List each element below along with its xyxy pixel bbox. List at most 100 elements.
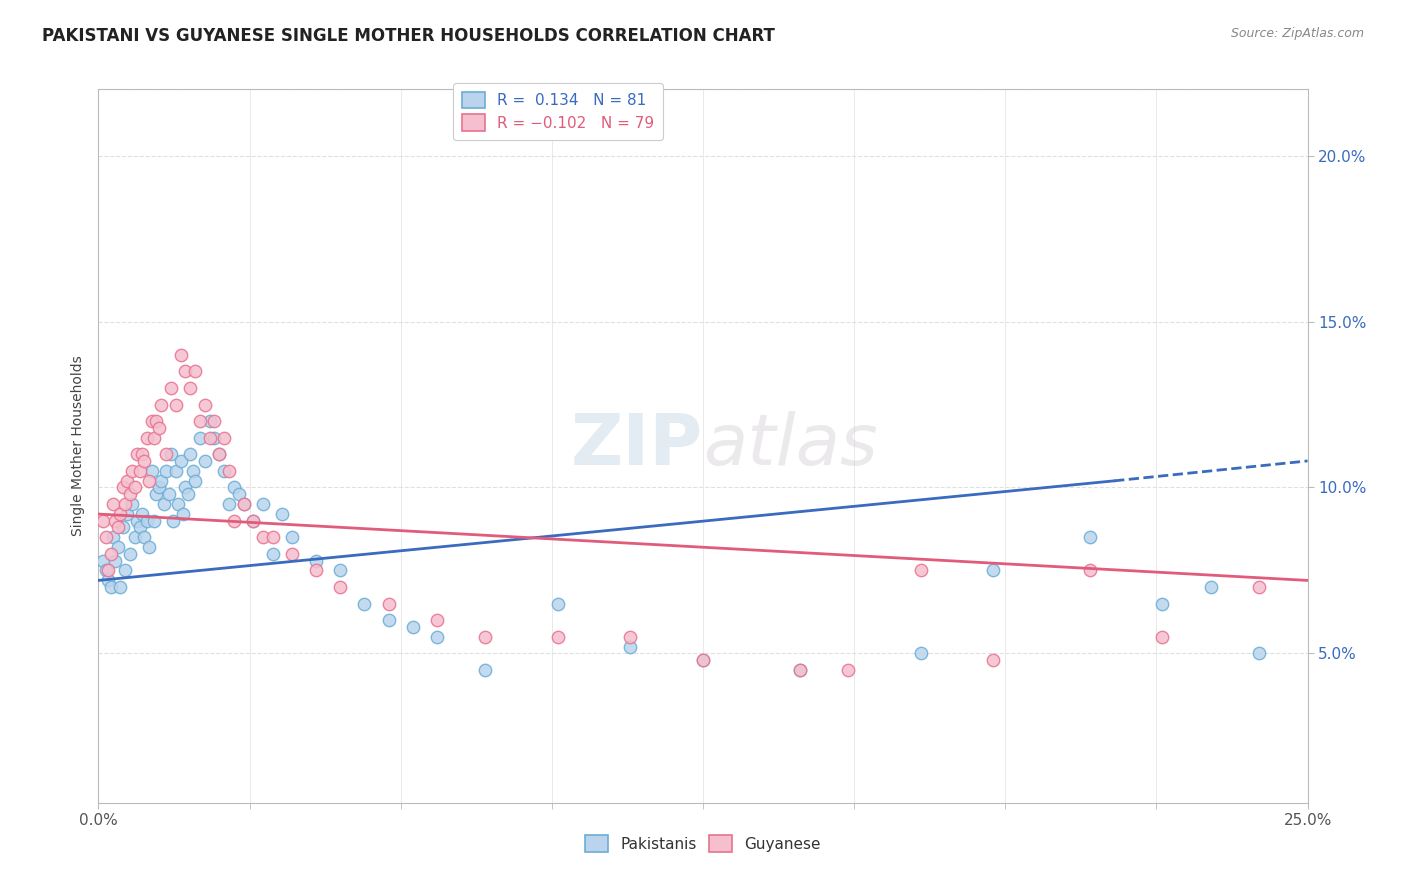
Point [1078, 564, 1101, 578]
Point [212, 431, 235, 445]
Point [547, 597, 569, 611]
Point [188, 414, 211, 428]
Point [162, 514, 184, 528]
Point [141, 414, 163, 428]
Point [91, 514, 114, 528]
Point [138, 474, 160, 488]
Point [402, 620, 425, 634]
Point [150, 397, 173, 411]
Point [107, 540, 129, 554]
Point [353, 597, 375, 611]
Point [94, 530, 117, 544]
Point [135, 514, 157, 528]
Legend: Pakistanis, Guyanese: Pakistanis, Guyanese [578, 828, 828, 859]
Point [426, 613, 449, 627]
Point [208, 447, 231, 461]
Point [204, 414, 226, 428]
Point [172, 507, 194, 521]
Text: PAKISTANI VS GUYANESE SINGLE MOTHER HOUSEHOLDS CORRELATION CHART: PAKISTANI VS GUYANESE SINGLE MOTHER HOUS… [42, 27, 775, 45]
Point [97, 574, 120, 588]
Point [910, 647, 932, 661]
Point [377, 597, 399, 611]
Text: atlas: atlas [703, 411, 877, 481]
Point [148, 481, 170, 495]
Point [262, 530, 284, 544]
Point [981, 564, 1004, 578]
Point [165, 397, 187, 411]
Point [128, 464, 150, 478]
Point [547, 630, 569, 644]
Point [910, 564, 932, 578]
Point [107, 520, 129, 534]
Point [111, 481, 134, 495]
Point [143, 431, 166, 445]
Point [184, 364, 207, 378]
Point [218, 497, 240, 511]
Point [222, 514, 245, 528]
Point [108, 507, 131, 521]
Point [1078, 530, 1101, 544]
Point [155, 464, 177, 478]
Point [252, 497, 274, 511]
Point [104, 553, 127, 567]
Point [169, 348, 191, 362]
Point [262, 547, 284, 561]
Point [305, 553, 328, 567]
Point [474, 663, 496, 677]
Point [981, 653, 1004, 667]
Point [218, 464, 240, 478]
Point [160, 381, 183, 395]
Point [104, 514, 127, 528]
Point [169, 454, 191, 468]
Point [128, 520, 150, 534]
Point [127, 447, 149, 461]
Point [145, 487, 167, 501]
Point [91, 553, 114, 567]
Point [179, 381, 201, 395]
Point [145, 414, 167, 428]
Point [117, 507, 139, 521]
Point [127, 514, 149, 528]
Point [188, 431, 211, 445]
Point [184, 474, 207, 488]
Point [134, 454, 156, 468]
Point [619, 640, 641, 654]
Point [1249, 580, 1271, 594]
Point [124, 481, 146, 495]
Point [108, 580, 131, 594]
Point [232, 497, 254, 511]
Point [167, 497, 190, 511]
Point [121, 497, 143, 511]
Point [329, 564, 352, 578]
Point [100, 580, 122, 594]
Point [155, 447, 177, 461]
Point [114, 564, 136, 578]
Point [1199, 580, 1222, 594]
Point [143, 514, 166, 528]
Point [194, 454, 217, 468]
Point [242, 514, 264, 528]
Point [160, 447, 183, 461]
Point [692, 653, 714, 667]
Point [101, 530, 124, 544]
Point [100, 547, 122, 561]
Point [179, 447, 201, 461]
Point [198, 414, 221, 428]
Text: ZIP: ZIP [571, 411, 703, 481]
Y-axis label: Single Mother Households: Single Mother Households [70, 356, 84, 536]
Point [1249, 647, 1271, 661]
Point [789, 663, 811, 677]
Point [198, 431, 221, 445]
Point [157, 487, 180, 501]
Point [377, 613, 399, 627]
Point [281, 530, 304, 544]
Point [242, 514, 264, 528]
Text: Source: ZipAtlas.com: Source: ZipAtlas.com [1230, 27, 1364, 40]
Point [271, 507, 294, 521]
Point [181, 464, 204, 478]
Point [837, 663, 859, 677]
Point [204, 431, 226, 445]
Point [138, 540, 160, 554]
Point [124, 530, 146, 544]
Point [131, 507, 153, 521]
